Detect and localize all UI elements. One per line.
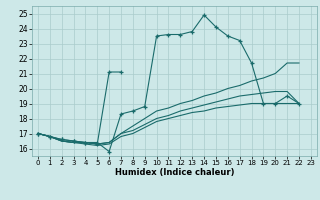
X-axis label: Humidex (Indice chaleur): Humidex (Indice chaleur) (115, 168, 234, 177)
